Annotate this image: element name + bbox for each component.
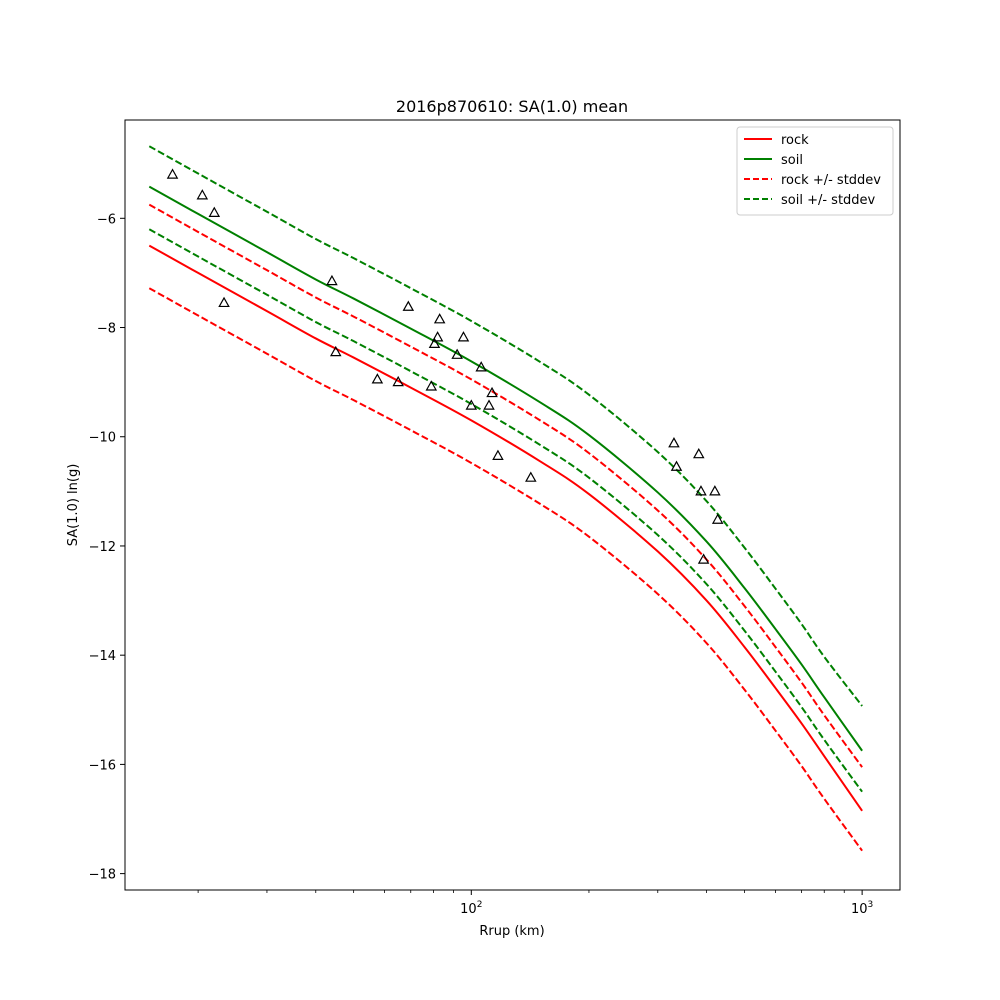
y-tick-label-1: −8 — [97, 322, 116, 337]
y-tick-label-6: −18 — [89, 868, 116, 883]
observation-marker-19 — [492, 449, 504, 460]
observation-marker-4 — [326, 274, 338, 286]
observation-marker-1 — [196, 189, 209, 200]
x-axis-ticks: 102 103 — [197, 890, 873, 917]
observation-marker-9 — [425, 380, 438, 391]
y-tick-label-0: −6 — [97, 212, 116, 227]
observation-marker-11 — [431, 331, 444, 342]
y-tick-label-5: −16 — [89, 758, 116, 773]
observation-marker-18 — [486, 386, 498, 398]
observation-marker-13 — [451, 348, 463, 359]
observation-marker-25 — [697, 553, 710, 564]
observation-marker-12 — [433, 313, 446, 324]
legend-label-1: soil — [781, 153, 803, 168]
observation-marker-3 — [218, 296, 230, 308]
observation-marker-2 — [208, 206, 221, 217]
y-axis-label: SA(1.0) ln(g) — [66, 464, 81, 547]
x-tick-label-0: 102 — [460, 900, 482, 917]
series-line-rock-stddev-2 — [148, 203, 863, 768]
observation-marker-5 — [329, 345, 342, 357]
y-axis-ticks: −6 −8 −10 −12 −14 −16 −18 — [89, 212, 125, 883]
x-axis-label: Rrup (km) — [479, 924, 544, 939]
observation-marker-6 — [371, 373, 384, 384]
observation-marker-8 — [402, 300, 415, 311]
axes-frame — [124, 119, 901, 891]
legend: rock soil rock +/- stddev soil +/- stddev — [736, 126, 894, 216]
series-line-soil-stddev-4 — [148, 145, 863, 707]
series-line-band-5-5 — [148, 228, 863, 793]
observation-marker-21 — [668, 437, 680, 448]
legend-label-3: soil +/- stddev — [781, 193, 876, 208]
observation-marker-16 — [475, 361, 487, 372]
observation-marker-7 — [392, 375, 404, 387]
observation-marker-27 — [711, 513, 724, 524]
observation-markers — [166, 168, 724, 564]
observation-marker-22 — [670, 460, 683, 471]
x-tick-label-1: 103 — [851, 900, 873, 917]
observation-marker-20 — [525, 471, 537, 482]
legend-label-0: rock — [781, 133, 809, 148]
observation-marker-14 — [457, 331, 470, 342]
legend-box — [736, 126, 894, 216]
y-tick-label-3: −12 — [89, 540, 116, 555]
observation-marker-17 — [483, 399, 495, 410]
observation-marker-10 — [428, 337, 441, 348]
series-line-rock-0 — [148, 244, 863, 812]
observation-marker-24 — [695, 485, 707, 496]
observation-marker-15 — [465, 399, 478, 410]
series-layer — [148, 145, 863, 852]
legend-label-2: rock +/- stddev — [781, 173, 881, 188]
observation-marker-0 — [166, 168, 179, 179]
plot-area: 102 103 −6 −8 −10 −12 −14 −16 −18 — [89, 119, 901, 917]
series-line-soil-1 — [148, 185, 863, 752]
chart-title: 2016p870610: SA(1.0) mean — [396, 97, 628, 116]
y-tick-label-4: −14 — [89, 649, 116, 664]
y-tick-label-2: −10 — [89, 431, 116, 446]
legend-entries: rock soil rock +/- stddev soil +/- stddev — [744, 133, 881, 208]
observation-marker-23 — [693, 447, 705, 459]
observation-marker-26 — [709, 485, 721, 496]
series-line-band-3-3 — [148, 287, 863, 852]
